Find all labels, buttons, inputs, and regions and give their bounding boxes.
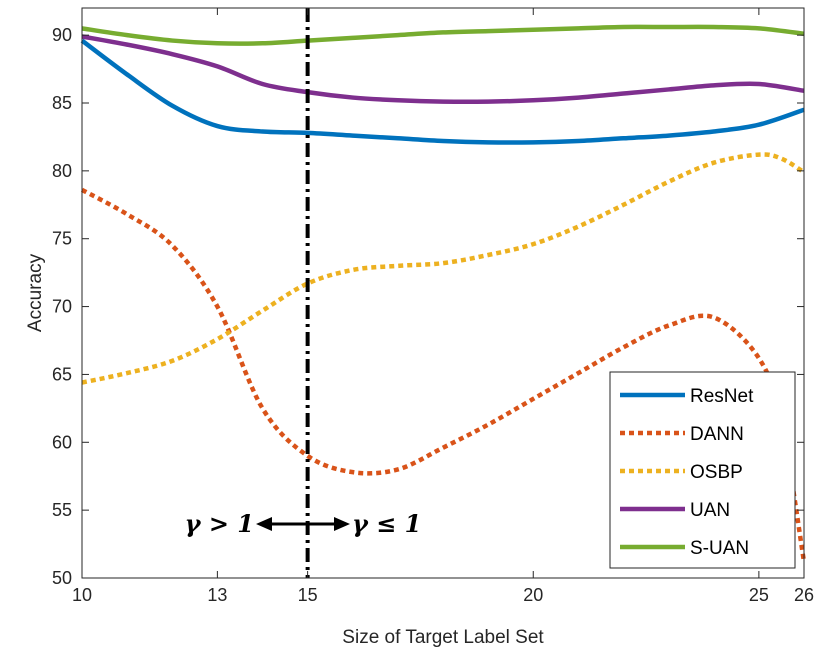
y-tick-label: 50 [52, 568, 72, 588]
arrow-right-head-icon [334, 517, 350, 531]
x-tick-label: 26 [794, 585, 814, 605]
y-tick-label: 80 [52, 161, 72, 181]
x-tick-label: 10 [72, 585, 92, 605]
legend-item-dann: DANN [620, 424, 744, 445]
tick-layer: 10 13 15 20 25 26 50 55 60 65 70 75 80 85 90 [52, 8, 814, 605]
series-line-s-uan [81, 24, 805, 46]
gamma-leq-label: γ ≤ 1 [352, 509, 421, 538]
legend-label: S-UAN [690, 538, 749, 559]
gamma-arrow [256, 517, 350, 531]
y-tick-label: 60 [52, 432, 72, 452]
plot-frame [81, 7, 805, 579]
legend-item-s-uan: S-UAN [620, 538, 749, 559]
y-tick-label: 85 [52, 93, 72, 113]
legend-item-osbp: OSBP [620, 462, 743, 483]
y-tick-label: 90 [52, 25, 72, 45]
legend-item-resnet: ResNet [620, 386, 754, 407]
gamma-greater-label: γ > 1 [185, 509, 254, 538]
series-line-uan [81, 34, 805, 105]
legend-item-uan: UAN [620, 500, 730, 521]
y-tick-label: 65 [52, 364, 72, 384]
x-axis-label: Size of Target Label Set [342, 627, 544, 648]
series-line-resnet [80, 38, 805, 145]
series-layer [80, 24, 807, 563]
y-tick-label: 75 [52, 229, 72, 249]
x-tick-label: 25 [749, 585, 769, 605]
series-line-dann [80, 187, 807, 563]
arrow-left-head-icon [256, 517, 272, 531]
x-tick-label: 15 [298, 585, 318, 605]
series-line-osbp [81, 152, 806, 385]
x-tick-label: 20 [523, 585, 543, 605]
legend-items: ResNet DANN OSBP UAN S-UAN [620, 386, 754, 559]
y-tick-label: 70 [52, 297, 72, 317]
y-axis-label: Accuracy [25, 253, 46, 332]
legend: ResNet DANN OSBP UAN S-UAN [609, 371, 796, 569]
legend-label: ResNet [690, 386, 754, 407]
legend-label: UAN [690, 500, 730, 521]
x-tick-label: 13 [207, 585, 227, 605]
legend-label: OSBP [690, 462, 743, 483]
legend-label: DANN [690, 424, 744, 445]
y-tick-label: 55 [52, 500, 72, 520]
